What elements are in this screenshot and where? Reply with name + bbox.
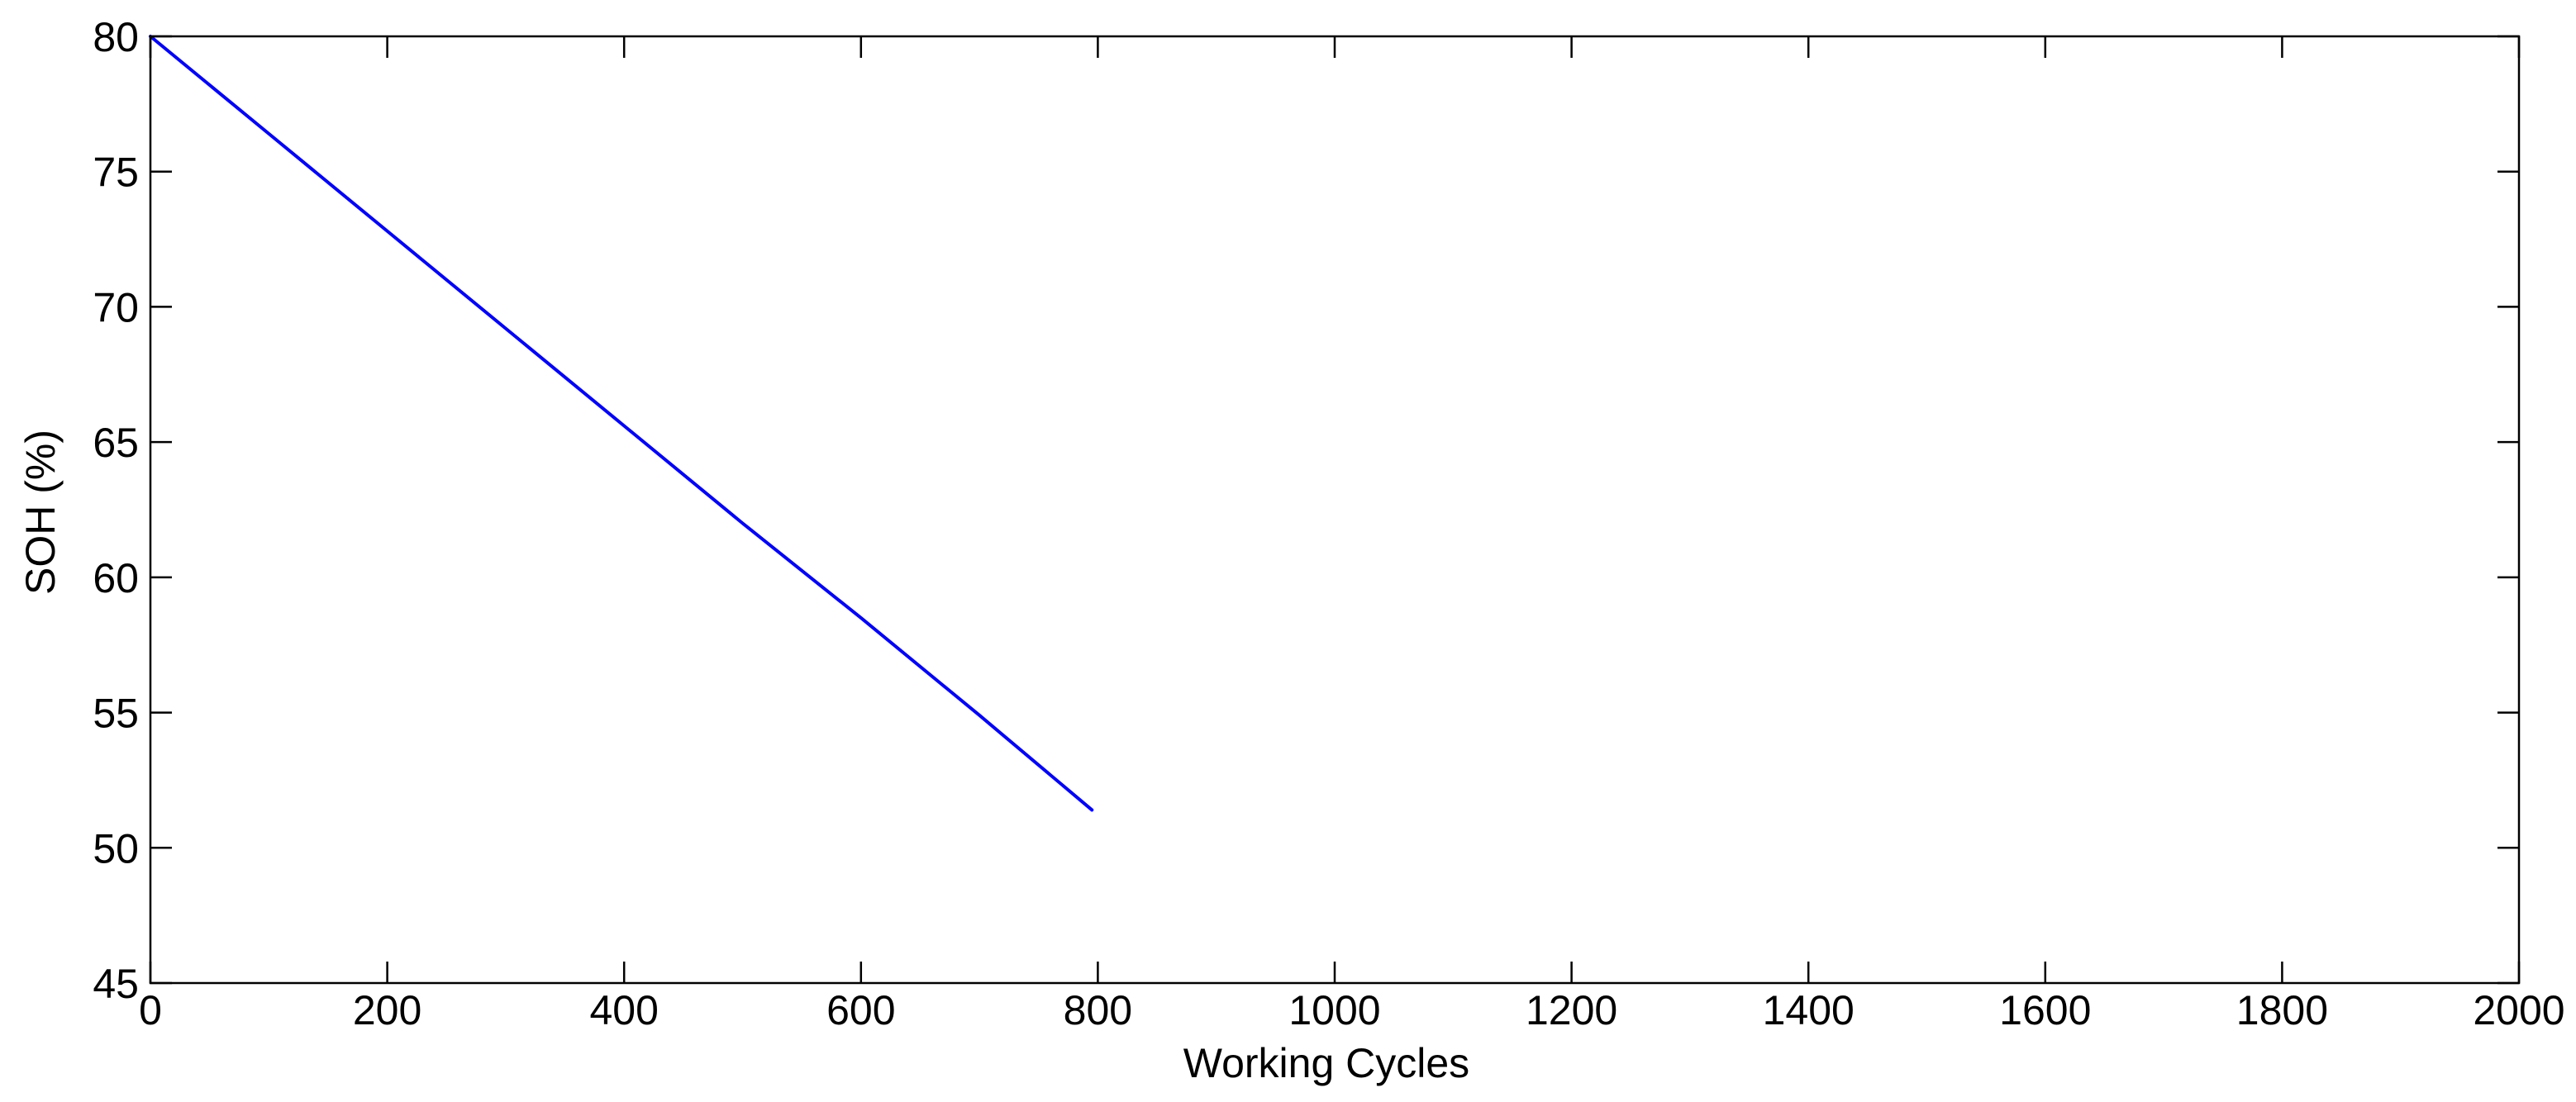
x-tick-label: 400 xyxy=(589,987,658,1033)
x-tick-label: 1800 xyxy=(2236,987,2328,1033)
y-tick-label: 55 xyxy=(93,691,139,737)
ticks xyxy=(149,35,2521,985)
y-tick-label: 75 xyxy=(93,150,139,196)
x-tick-label: 2000 xyxy=(2473,987,2564,1033)
x-tick-label: 600 xyxy=(826,987,895,1033)
y-tick-label: 50 xyxy=(93,825,139,872)
x-tick-label: 1200 xyxy=(1526,987,1617,1033)
y-tick-label: 65 xyxy=(93,420,139,466)
y-tick-label: 70 xyxy=(93,284,139,330)
x-tick-label: 200 xyxy=(353,987,421,1033)
tick-labels: 0 200 400 600 800 1000 1200 1400 1600 1800 2000 45 5… xyxy=(93,14,2564,1033)
x-tick-label: 0 xyxy=(139,987,162,1033)
x-tick-label: 1400 xyxy=(1763,987,1855,1033)
y-tick-label: 80 xyxy=(93,14,139,60)
y-tick-label: 45 xyxy=(93,961,139,1007)
plot-area xyxy=(149,35,1094,812)
y-axis-label: SOH (%) xyxy=(17,430,64,595)
x-axis-label: Working Cycles xyxy=(1183,1040,1469,1086)
x-tick-label: 800 xyxy=(1064,987,1132,1033)
x-tick-label: 1000 xyxy=(1288,987,1380,1033)
y-tick-label: 60 xyxy=(93,555,139,601)
x-tick-label: 1600 xyxy=(1999,987,2091,1033)
series-line xyxy=(149,35,1094,812)
